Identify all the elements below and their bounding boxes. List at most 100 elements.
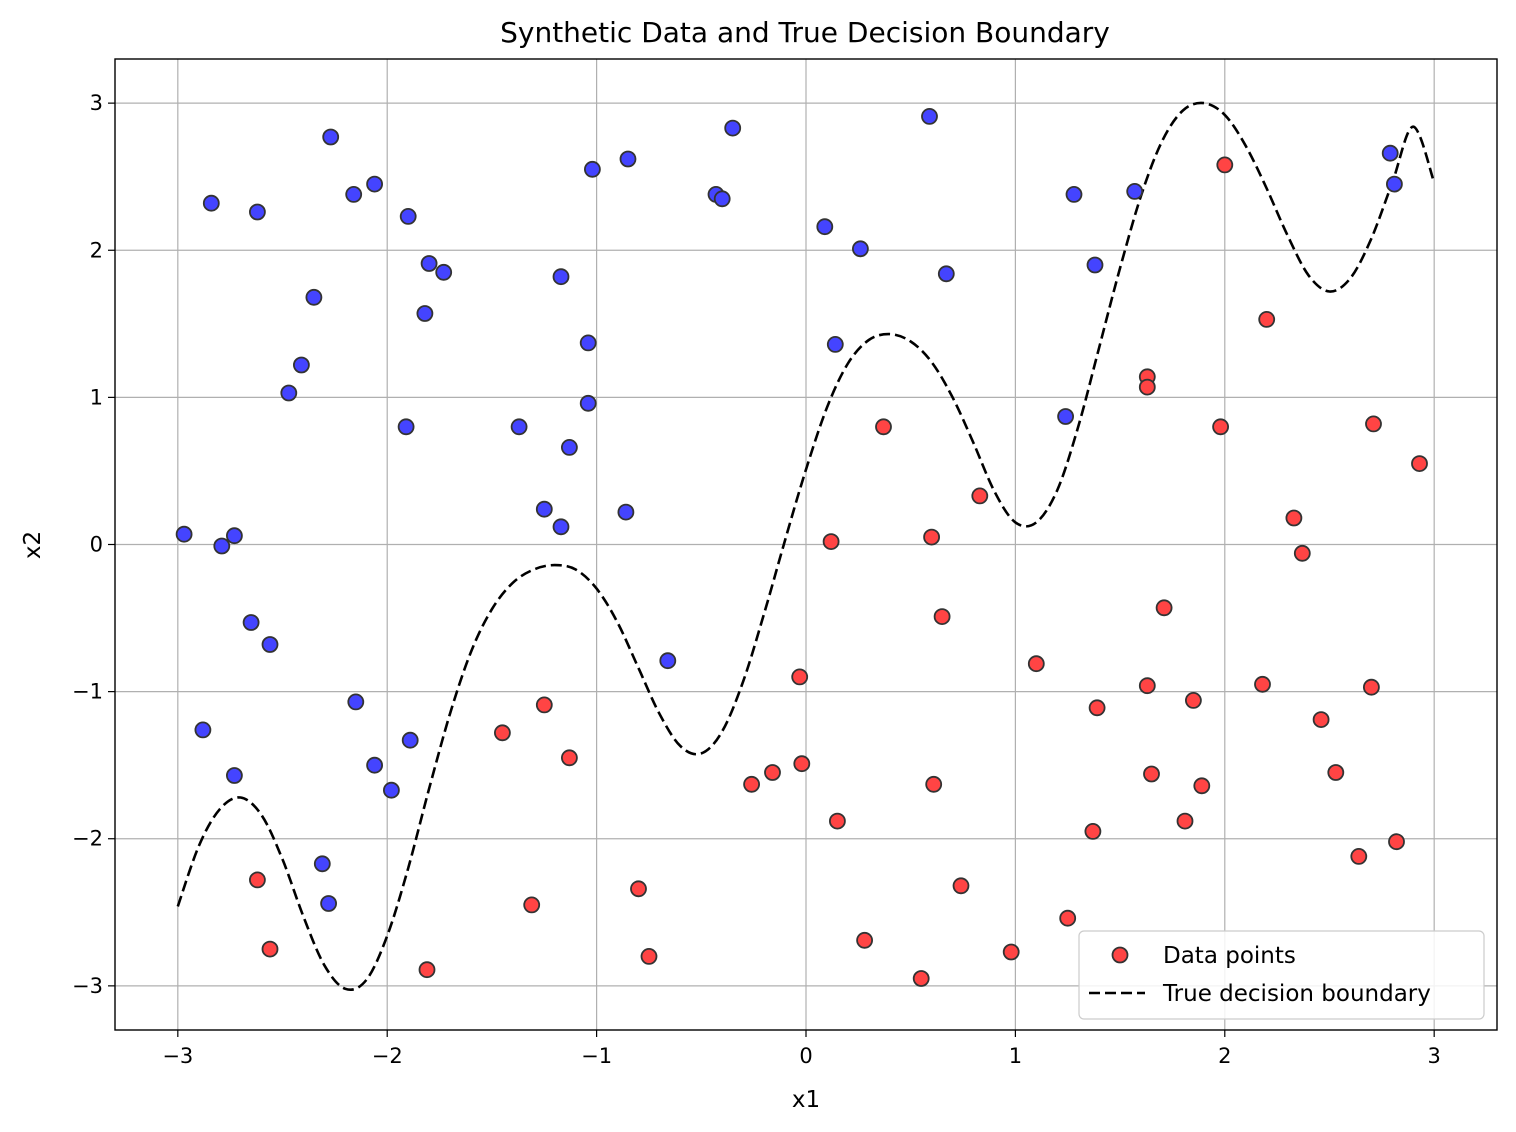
- data-point-red: [829, 812, 846, 830]
- boundary-layer: [176, 101, 1436, 992]
- data-point-blue: [579, 394, 597, 412]
- data-point-red: [1258, 310, 1276, 328]
- data-point-blue: [322, 128, 340, 146]
- data-point-blue: [194, 721, 212, 739]
- y-tick-label: 3: [90, 91, 103, 115]
- data-point-red: [640, 948, 658, 965]
- data-point-red: [1185, 692, 1202, 709]
- x-axis-ticks: −3 −2 −1 0 1 2 3: [162, 1030, 1441, 1068]
- data-point-red: [561, 749, 578, 767]
- data-point-red: [1143, 765, 1160, 783]
- data-point-red: [764, 764, 781, 781]
- data-point-red: [418, 961, 436, 979]
- data-point-red: [1176, 812, 1194, 830]
- y-axis-label: x2: [20, 531, 46, 559]
- data-point-blue: [1386, 175, 1403, 193]
- legend-label-data-points: Data points: [1163, 943, 1296, 969]
- data-point-red: [1350, 848, 1368, 865]
- data-point-blue: [261, 636, 279, 653]
- data-point-blue: [213, 537, 231, 555]
- data-points: [175, 108, 1428, 987]
- y-tick-label: 2: [90, 238, 103, 262]
- decision-boundary-line: [176, 101, 1436, 992]
- data-point-blue: [1057, 408, 1074, 425]
- y-tick-label: 1: [90, 385, 103, 409]
- data-point-blue: [305, 288, 323, 306]
- data-point-blue: [320, 895, 338, 912]
- data-point-blue: [382, 781, 400, 799]
- data-point-blue: [420, 255, 438, 272]
- data-point-blue: [619, 150, 637, 168]
- data-point-red: [923, 528, 940, 546]
- data-point-red: [1216, 156, 1234, 174]
- y-tick-label: 0: [90, 533, 103, 557]
- data-point-blue: [713, 190, 731, 208]
- data-point-red: [1027, 655, 1045, 673]
- data-point-red: [791, 668, 809, 686]
- data-point-red: [743, 775, 760, 793]
- data-point-red: [1059, 909, 1077, 927]
- data-point-blue: [1126, 182, 1144, 200]
- x-tick-label: −2: [372, 1044, 403, 1068]
- data-point-red: [793, 755, 811, 773]
- data-point-blue: [937, 265, 955, 283]
- data-point-blue: [292, 356, 310, 374]
- data-point-blue: [816, 218, 834, 236]
- data-point-red: [1312, 711, 1330, 728]
- data-point-blue: [552, 518, 570, 536]
- data-point-blue: [399, 207, 417, 225]
- data-point-red: [1193, 777, 1211, 795]
- data-point-red: [630, 880, 647, 898]
- data-point-red: [1388, 833, 1405, 851]
- x-tick-label: 3: [1427, 1044, 1440, 1068]
- data-point-red: [248, 871, 266, 889]
- data-point-blue: [225, 767, 243, 784]
- data-point-blue: [366, 756, 384, 774]
- data-point-red: [1138, 677, 1156, 695]
- data-point-blue: [248, 203, 266, 221]
- data-point-blue: [921, 108, 938, 125]
- data-point-blue: [366, 175, 384, 193]
- data-point-red: [1138, 378, 1156, 396]
- data-point-red: [261, 940, 279, 958]
- x-tick-label: 2: [1218, 1044, 1231, 1068]
- data-point-blue: [535, 500, 553, 518]
- data-point-red: [1084, 823, 1102, 840]
- data-point-red: [1254, 675, 1271, 693]
- data-point-red: [1155, 599, 1173, 617]
- data-point-red: [1293, 544, 1311, 562]
- y-tick-label: −2: [72, 827, 103, 851]
- data-point-blue: [579, 334, 597, 352]
- data-point-blue: [416, 305, 434, 322]
- data-point-red: [971, 487, 989, 505]
- data-point-blue: [826, 335, 844, 353]
- x-tick-label: 0: [799, 1044, 812, 1068]
- data-point-blue: [617, 503, 635, 521]
- data-point-blue: [313, 855, 331, 873]
- data-point-red: [1327, 764, 1345, 781]
- data-point-blue: [347, 693, 365, 711]
- data-point-blue: [510, 418, 528, 436]
- legend-marker-data-points: [1111, 946, 1129, 964]
- data-point-red: [1212, 418, 1229, 436]
- y-tick-label: −1: [72, 680, 103, 704]
- y-axis-ticks: −3 −2 −1 0 1 2 3: [72, 91, 115, 998]
- data-point-red: [1411, 455, 1428, 473]
- data-point-blue: [345, 185, 363, 203]
- grid-lines: [115, 59, 1497, 1030]
- data-point-blue: [397, 418, 415, 436]
- data-point-blue: [401, 731, 419, 749]
- data-point-red: [856, 931, 873, 949]
- x-axis-label: x1: [792, 1087, 820, 1113]
- legend-label-boundary: True decision boundary: [1162, 981, 1431, 1007]
- data-point-blue: [280, 384, 298, 402]
- data-point-red: [493, 724, 511, 742]
- data-point-blue: [852, 240, 869, 258]
- x-tick-label: −3: [162, 1044, 193, 1068]
- data-point-red: [875, 418, 892, 436]
- data-point-blue: [175, 525, 193, 543]
- y-tick-label: −3: [72, 974, 103, 998]
- data-point-blue: [584, 160, 601, 178]
- data-point-red: [952, 877, 970, 895]
- data-point-red: [1088, 699, 1106, 717]
